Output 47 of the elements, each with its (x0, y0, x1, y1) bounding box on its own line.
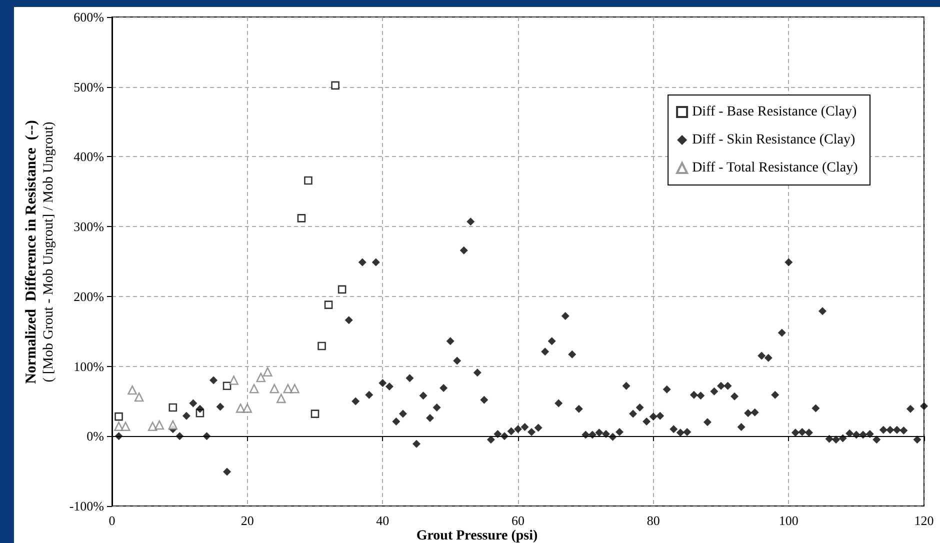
point (148, 422, 158, 432)
y-tick-label: -100% (69, 498, 104, 514)
point (338, 285, 346, 294)
y-tick-label: 600% (74, 10, 104, 24)
x-tick-label: 0 (108, 513, 116, 528)
point (256, 372, 266, 382)
point (318, 342, 326, 350)
y-tick-label: 100% (74, 358, 104, 374)
point (242, 404, 252, 413)
point (168, 420, 178, 430)
legend-label: Diff - Total Resistance (Clay) (692, 160, 858, 176)
x-tick-label: 40 (376, 513, 390, 528)
point (120, 422, 130, 432)
point (276, 394, 286, 404)
point (236, 404, 246, 413)
point (304, 176, 312, 185)
point (262, 367, 272, 377)
point (270, 384, 280, 394)
point (229, 376, 238, 385)
y-tick-label: 500% (74, 79, 104, 94)
point (283, 384, 293, 394)
point (168, 403, 178, 412)
y-tick-label: 300% (74, 219, 104, 234)
point (297, 214, 306, 222)
point (290, 384, 300, 394)
y-tick-label: 200% (74, 288, 104, 304)
point (310, 410, 320, 418)
point (128, 385, 137, 395)
legend-label: Diff - Base Resistance (Clay) (692, 104, 857, 120)
legend-label: Diff - Skin Resistance (Clay) (692, 132, 856, 148)
point (324, 300, 333, 309)
y-axis-title: Normalized Difference in Resistance (--) ( [Mob Grout - Mob Ungrout] / Mob Ungrout) (24, 120, 56, 384)
point (134, 392, 144, 402)
x-tick-label: 100 (778, 513, 798, 528)
x-tick-label: 20 (240, 513, 254, 528)
point (249, 384, 259, 394)
point (222, 382, 232, 390)
point (331, 81, 340, 90)
point (114, 412, 123, 421)
x-tick-label: 120 (914, 513, 934, 528)
point (154, 420, 164, 430)
y-tick-label: 0% (86, 428, 104, 444)
x-tick-label: 60 (512, 513, 524, 528)
x-tick-label: 80 (646, 513, 660, 528)
x-axis-title: Grout Pressure (psi) (416, 528, 538, 543)
point (114, 422, 124, 432)
y-tick-label: 400% (74, 149, 104, 164)
